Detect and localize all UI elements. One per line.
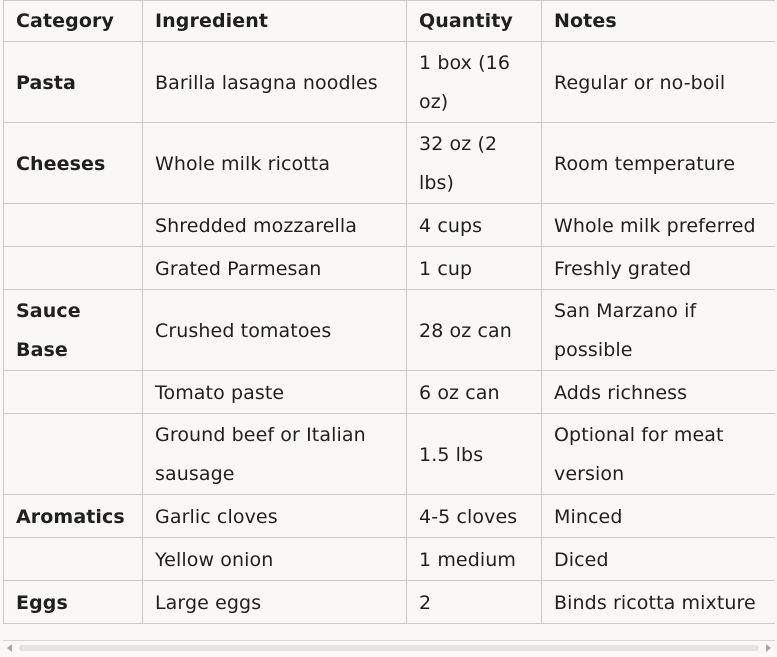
cell-quantity: 2 [406,580,542,624]
scroll-right-arrow-icon[interactable] [766,644,771,652]
table-row: Grated Parmesan 1 cup Freshly grated [3,246,775,290]
cell-quantity: 6 oz can [406,370,542,414]
cell-notes: Room temperature [541,122,775,204]
cell-quantity: 4 cups [406,203,542,247]
cell-category: Aromatics [3,494,143,538]
cell-quantity: 28 oz can [406,289,542,371]
table-row: Ground beef or Italian sausage 1.5 lbs O… [3,413,775,495]
header-quantity: Quantity [406,0,542,42]
cell-category: Eggs [3,580,143,624]
cell-category [3,370,143,414]
cell-quantity: 1 medium [406,537,542,581]
ingredients-table-container: Category Ingredient Quantity Notes Pasta… [3,0,775,640]
cell-quantity: 1 cup [406,246,542,290]
cell-category [3,413,143,495]
scroll-left-arrow-icon[interactable] [7,644,12,652]
cell-quantity: 4-5 cloves [406,494,542,538]
table-row: Cheeses Whole milk ricotta 32 oz (2 lbs)… [3,122,775,204]
table-row: Pasta Barilla lasagna noodles 1 box (16 … [3,41,775,123]
table-row: Sauce Base Crushed tomatoes 28 oz can Sa… [3,289,775,371]
cell-category [3,203,143,247]
horizontal-scrollbar[interactable] [3,640,775,655]
cell-quantity: 1.5 lbs [406,413,542,495]
table-header-row: Category Ingredient Quantity Notes [3,0,775,42]
cell-ingredient: Garlic cloves [142,494,407,538]
cell-ingredient: Ground beef or Italian sausage [142,413,407,495]
cell-quantity: 32 oz (2 lbs) [406,122,542,204]
cell-notes: Binds ricotta mixture [541,580,775,624]
table-row: Eggs Large eggs 2 Binds ricotta mixture [3,580,775,624]
cell-notes: Optional for meat version [541,413,775,495]
cell-ingredient: Large eggs [142,580,407,624]
header-category: Category [3,0,143,42]
cell-notes: Adds richness [541,370,775,414]
cell-notes: San Marzano if possible [541,289,775,371]
table-row: Shredded mozzarella 4 cups Whole milk pr… [3,203,775,247]
scrollbar-thumb[interactable] [19,645,759,651]
cell-category [3,537,143,581]
cell-category: Cheeses [3,122,143,204]
cell-category: Sauce Base [3,289,143,371]
cell-notes: Diced [541,537,775,581]
cell-ingredient: Grated Parmesan [142,246,407,290]
table-row: Aromatics Garlic cloves 4-5 cloves Mince… [3,494,775,538]
ingredients-table: Category Ingredient Quantity Notes Pasta… [3,0,775,624]
cell-ingredient: Whole milk ricotta [142,122,407,204]
cell-quantity: 1 box (16 oz) [406,41,542,123]
cell-notes: Regular or no-boil [541,41,775,123]
cell-ingredient: Tomato paste [142,370,407,414]
cell-ingredient: Shredded mozzarella [142,203,407,247]
cell-notes: Freshly grated [541,246,775,290]
header-ingredient: Ingredient [142,0,407,42]
cell-ingredient: Crushed tomatoes [142,289,407,371]
table-row: Yellow onion 1 medium Diced [3,537,775,581]
table-row: Tomato paste 6 oz can Adds richness [3,370,775,414]
cell-notes: Minced [541,494,775,538]
cell-ingredient: Barilla lasagna noodles [142,41,407,123]
cell-ingredient: Yellow onion [142,537,407,581]
cell-category: Pasta [3,41,143,123]
cell-notes: Whole milk preferred [541,203,775,247]
header-notes: Notes [541,0,775,42]
cell-category [3,246,143,290]
